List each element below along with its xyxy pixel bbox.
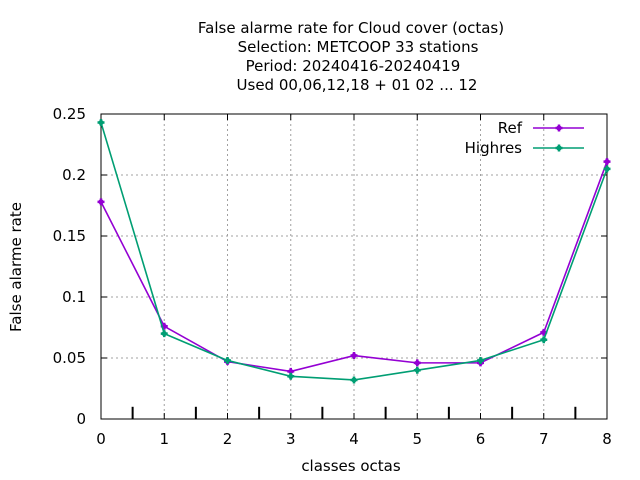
y-tick-label: 0.05 xyxy=(53,349,86,367)
x-axis-label: classes octas xyxy=(301,457,401,475)
legend-marker xyxy=(555,144,563,152)
legend: Ref Highres xyxy=(465,119,584,157)
data-point xyxy=(413,359,421,367)
legend-label: Ref xyxy=(498,119,523,137)
x-tick-labels: 0 1 2 3 4 5 6 7 8 xyxy=(96,430,612,448)
data-point xyxy=(350,352,358,360)
data-point xyxy=(603,158,611,166)
x-tick-label: 0 xyxy=(96,430,106,448)
series-lines xyxy=(97,119,611,384)
data-point xyxy=(540,336,548,344)
chart-title-line-3: Period: 20240416-20240419 xyxy=(246,57,461,75)
legend-item-ref: Ref xyxy=(498,119,584,137)
legend-marker xyxy=(555,124,563,132)
legend-item-highres: Highres xyxy=(465,139,584,157)
y-tick-label: 0.2 xyxy=(62,166,86,184)
data-point xyxy=(603,165,611,173)
x-tick-label: 6 xyxy=(476,430,486,448)
chart-title-line-2: Selection: METCOOP 33 stations xyxy=(238,38,479,56)
y-tick-label: 0.1 xyxy=(62,288,86,306)
class-boundary-marks xyxy=(131,406,577,419)
series-highres xyxy=(97,119,611,384)
data-point xyxy=(97,119,105,127)
x-tick-label: 4 xyxy=(349,430,359,448)
legend-label: Highres xyxy=(465,139,523,157)
x-tick-label: 5 xyxy=(412,430,422,448)
chart-title-line-4: Used 00,06,12,18 + 01 02 ... 12 xyxy=(237,76,478,94)
data-point xyxy=(160,330,168,338)
data-point xyxy=(477,356,484,364)
data-point xyxy=(97,198,105,206)
x-tick-label: 8 xyxy=(602,430,612,448)
data-point xyxy=(224,356,231,364)
x-tick-label: 3 xyxy=(286,430,296,448)
y-tick-label: 0.15 xyxy=(53,227,86,245)
x-tick-label: 2 xyxy=(223,430,233,448)
series-line xyxy=(100,122,608,381)
data-point xyxy=(287,372,295,380)
data-point xyxy=(540,328,548,336)
y-tick-label: 0.25 xyxy=(53,105,86,123)
x-tick-label: 1 xyxy=(159,430,169,448)
series-ref xyxy=(97,158,611,375)
y-axis-label: False alarme rate xyxy=(7,202,25,332)
data-point xyxy=(413,366,421,374)
x-tick-label: 7 xyxy=(539,430,549,448)
y-tick-label: 0 xyxy=(76,410,86,428)
data-point xyxy=(350,376,358,384)
y-tick-labels: 0 0.05 0.1 0.15 0.2 0.25 xyxy=(53,105,86,428)
chart-title-line-1: False alarme rate for Cloud cover (octas… xyxy=(198,19,504,37)
chart-title: False alarme rate for Cloud cover (octas… xyxy=(198,19,504,94)
axis-ticks xyxy=(100,113,608,420)
grid xyxy=(101,114,607,419)
